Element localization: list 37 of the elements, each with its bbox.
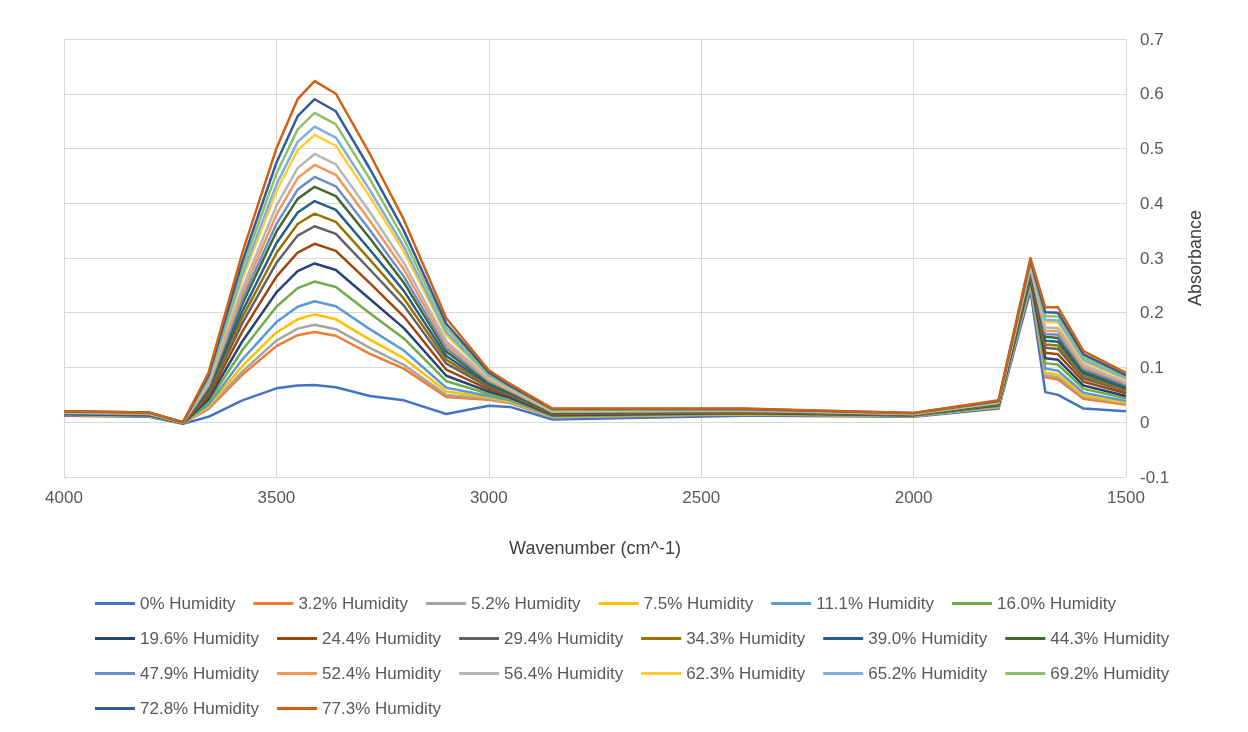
legend-label: 72.8% Humidity — [140, 699, 260, 718]
y-axis-title: Absorbance — [1185, 209, 1205, 307]
x-tick-label: 1500 — [1107, 488, 1145, 507]
legend-label: 7.5% Humidity — [643, 594, 754, 613]
y-tick-label: 0.4 — [1140, 193, 1164, 213]
legend-label: 65.2% Humidity — [868, 664, 988, 683]
legend-label: 0% Humidity — [140, 594, 236, 613]
x-tick-label: 4000 — [45, 488, 83, 507]
legend-label: 5.2% Humidity — [471, 594, 582, 613]
y-tick-label: 0.2 — [1140, 303, 1164, 323]
x-tick-label: 2500 — [682, 488, 721, 507]
y-tick-label: 0.5 — [1140, 139, 1164, 158]
y-tick-label: 0.3 — [1140, 248, 1164, 268]
x-axis-title: Wavenumber (cm^-1) — [509, 538, 681, 558]
legend-label: 44.3% Humidity — [1050, 629, 1170, 648]
x-tick-label: 2000 — [894, 488, 933, 507]
legend-label: 69.2% Humidity — [1050, 664, 1170, 683]
x-tick-label: 3500 — [257, 488, 296, 507]
x-tick-label: 3000 — [469, 488, 508, 507]
legend-label: 3.2% Humidity — [298, 594, 409, 613]
legend-label: 19.6% Humidity — [140, 629, 260, 648]
legend-label: 56.4% Humidity — [504, 664, 624, 683]
legend-label: 16.0% Humidity — [996, 594, 1117, 613]
legend-label: 11.1% Humidity — [816, 594, 935, 613]
legend-label: 39.0% Humidity — [868, 629, 988, 648]
legend-label: 77.3% Humidity — [322, 699, 442, 718]
y-tick-label: -0.1 — [1140, 467, 1170, 487]
legend-label: 29.4% Humidity — [504, 629, 624, 648]
legend-label: 34.3% Humidity — [686, 629, 806, 648]
legend-label: 62.3% Humidity — [686, 664, 806, 683]
y-tick-label: 0.7 — [1140, 29, 1164, 49]
y-tick-label: 0.6 — [1140, 84, 1164, 104]
legend-label: 24.4% Humidity — [322, 629, 442, 648]
legend-label: 47.9% Humidity — [140, 664, 260, 683]
legend-label: 52.4% Humidity — [322, 664, 442, 683]
y-tick-label: 0.1 — [1140, 358, 1164, 377]
y-tick-label: 0 — [1140, 412, 1150, 432]
